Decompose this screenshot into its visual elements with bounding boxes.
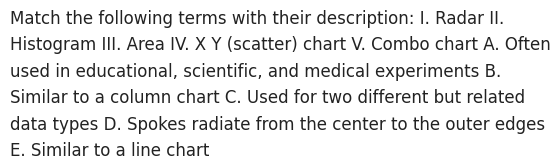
Text: data types D. Spokes radiate from the center to the outer edges: data types D. Spokes radiate from the ce…: [10, 116, 545, 134]
Text: Histogram III. Area IV. X Y (scatter) chart V. Combo chart A. Often: Histogram III. Area IV. X Y (scatter) ch…: [10, 36, 551, 54]
Text: Similar to a column chart C. Used for two different but related: Similar to a column chart C. Used for tw…: [10, 89, 525, 107]
Text: used in educational, scientific, and medical experiments B.: used in educational, scientific, and med…: [10, 63, 501, 81]
Text: E. Similar to a line chart: E. Similar to a line chart: [10, 142, 209, 160]
Text: Match the following terms with their description: I. Radar II.: Match the following terms with their des…: [10, 10, 504, 28]
